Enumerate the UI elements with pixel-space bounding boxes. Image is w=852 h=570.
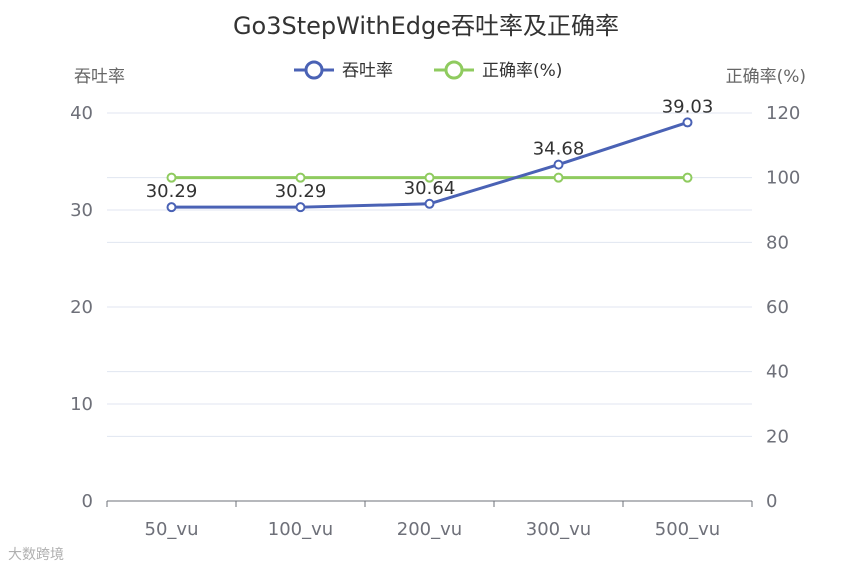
left-tick-label: 10	[70, 394, 93, 415]
legend-item: 正确率(%)	[434, 60, 562, 81]
series-throughput	[166, 117, 693, 213]
x-tick-label: 500_vu	[655, 519, 720, 540]
left-tick-label: 20	[70, 297, 93, 318]
legend-label: 正确率(%)	[482, 61, 562, 81]
data-label: 30.64	[404, 178, 456, 199]
legend-label: 吞吐率	[342, 61, 393, 81]
series-accuracy	[166, 172, 693, 183]
data-point	[553, 172, 564, 183]
x-tick-label: 200_vu	[397, 519, 462, 540]
data-point	[682, 117, 693, 128]
data-label: 30.29	[275, 181, 327, 202]
legend-item: 吞吐率	[294, 60, 393, 81]
chart-title: Go3StepWithEdge吞吐率及正确率	[233, 12, 619, 40]
right-tick-label: 100	[766, 168, 800, 189]
right-tick-label: 0	[766, 491, 777, 512]
right-tick-label: 80	[766, 232, 789, 253]
x-tick-label: 100_vu	[268, 519, 333, 540]
left-tick-label: 40	[70, 103, 93, 124]
legend: 吞吐率 正确率(%)	[294, 60, 562, 81]
legend-marker	[444, 60, 464, 80]
legend-marker	[304, 60, 324, 80]
right-axis-label: 正确率(%)	[726, 67, 806, 87]
data-point	[166, 202, 177, 213]
data-point	[682, 172, 693, 183]
data-label: 39.03	[662, 96, 714, 117]
left-tick-label: 30	[70, 200, 93, 221]
data-point	[553, 159, 564, 170]
right-tick-label: 60	[766, 297, 789, 318]
data-point	[424, 172, 435, 183]
data-label: 34.68	[533, 139, 585, 160]
right-tick-label: 40	[766, 362, 789, 383]
data-point	[295, 202, 306, 213]
series-layer	[166, 117, 693, 213]
right-tick-label: 120	[766, 103, 800, 124]
data-label: 30.29	[146, 181, 198, 202]
left-axis-label: 吞吐率	[74, 67, 125, 87]
axes: 0 10 20 30 40 0 20 40 60 80 100 120 50_vu 100_vu 200_v…	[70, 103, 800, 540]
left-tick-label: 0	[82, 491, 93, 512]
x-tick-label: 50_vu	[145, 519, 199, 540]
data-point	[295, 172, 306, 183]
right-tick-label: 20	[766, 426, 789, 447]
gridlines	[107, 112, 752, 437]
data-point	[424, 198, 435, 209]
watermark: 大数跨境	[8, 547, 64, 563]
data-labels: 30.29 30.29 30.64 34.68 39.03	[146, 96, 714, 202]
data-point	[166, 172, 177, 183]
x-tick-label: 300_vu	[526, 519, 591, 540]
